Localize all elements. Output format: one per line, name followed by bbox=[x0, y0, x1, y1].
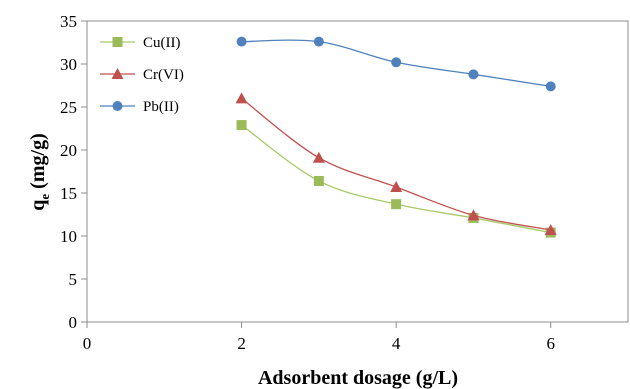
legend-item-pb-ii: Pb(II) bbox=[100, 99, 179, 115]
legend-label: Pb(II) bbox=[143, 99, 179, 115]
data-point-cr-vi bbox=[312, 151, 325, 163]
y-axis-title-main: q bbox=[27, 200, 49, 211]
data-point-cu-ii bbox=[313, 175, 324, 186]
legend: Cu(II) Cr(VI) Pb(II) bbox=[100, 35, 184, 115]
data-point-pb-ii bbox=[545, 81, 556, 92]
data-point-cu-ii bbox=[236, 120, 247, 131]
svg-text:qe (mg/g): qe (mg/g) bbox=[27, 133, 52, 210]
y-tick-label: 0 bbox=[69, 313, 78, 332]
data-point-pb-ii bbox=[313, 36, 324, 47]
plot-area bbox=[86, 20, 629, 323]
y-tick-label: 20 bbox=[60, 141, 77, 160]
y-axis: 0 5 10 15 20 25 30 35 bbox=[60, 12, 87, 332]
x-axis-title: Adsorbent dosage (g/L) bbox=[258, 367, 458, 389]
legend-item-cu-ii: Cu(II) bbox=[100, 35, 181, 51]
legend-label: Cr(VI) bbox=[143, 67, 184, 83]
y-tick-label: 35 bbox=[60, 12, 77, 31]
y-tick-label: 5 bbox=[69, 270, 78, 289]
y-axis-title-unit: (mg/g) bbox=[27, 133, 49, 194]
y-axis-title: qe (mg/g) bbox=[27, 133, 52, 210]
x-tick-label: 2 bbox=[237, 334, 246, 353]
x-tick-label: 0 bbox=[83, 334, 92, 353]
series-line-cu-ii bbox=[241, 124, 551, 234]
y-axis-title-subscript: e bbox=[37, 194, 52, 200]
data-point-cu-ii bbox=[391, 199, 402, 210]
data-point-pb-ii bbox=[468, 69, 479, 80]
y-tick-label: 10 bbox=[60, 227, 77, 246]
data-point-pb-ii bbox=[236, 36, 247, 47]
plot-border bbox=[86, 20, 629, 323]
series-layer bbox=[235, 36, 557, 238]
y-tick-label: 25 bbox=[60, 98, 77, 117]
data-point-cr-vi bbox=[467, 209, 480, 221]
legend-marker bbox=[112, 37, 123, 47]
series-line-cr-vi bbox=[241, 97, 551, 231]
series-pb-ii bbox=[236, 36, 556, 92]
data-point-cr-vi bbox=[544, 223, 557, 235]
x-tick-label: 4 bbox=[392, 334, 401, 353]
data-point-cr-vi bbox=[390, 180, 403, 192]
legend-item-cr-vi: Cr(VI) bbox=[100, 67, 184, 83]
x-tick-label: 6 bbox=[546, 334, 555, 353]
data-point-pb-ii bbox=[391, 57, 402, 68]
legend-marker bbox=[111, 68, 124, 79]
series-cr-vi bbox=[235, 92, 557, 235]
series-cu-ii bbox=[236, 120, 556, 238]
legend-marker bbox=[112, 101, 123, 111]
data-point-cr-vi bbox=[235, 92, 248, 104]
legend-label: Cu(II) bbox=[143, 35, 181, 51]
x-axis: 0 2 4 6 bbox=[83, 322, 555, 353]
y-tick-label: 15 bbox=[60, 184, 77, 203]
y-tick-label: 30 bbox=[60, 55, 77, 74]
